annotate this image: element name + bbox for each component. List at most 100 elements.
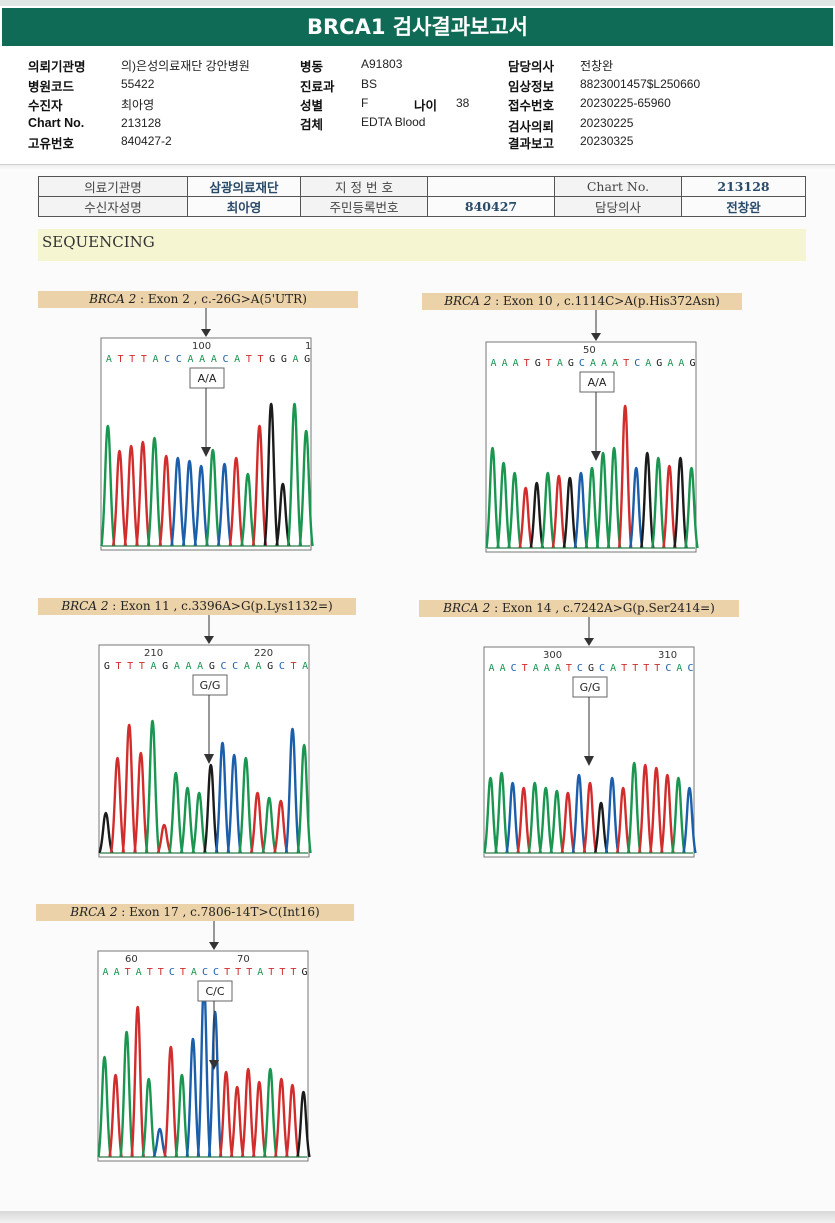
gene-name: BRCA 2 — [444, 294, 492, 308]
trace-peak — [98, 811, 114, 854]
header-value: EDTA Blood — [361, 115, 426, 129]
base-call: A — [544, 663, 550, 674]
base-call: A — [136, 967, 142, 978]
trace-peak — [218, 1070, 234, 1158]
chromatogram-panel: 100 1A T T T A C C A A A C A T T G G A GA/A — [100, 308, 314, 551]
base-call: A — [191, 967, 197, 978]
position-number: 100 — [192, 341, 211, 352]
base-call: T — [632, 663, 638, 674]
base-call: A — [211, 354, 217, 365]
base-call: A — [174, 661, 180, 672]
trace-peak — [263, 1067, 278, 1158]
base-call: A — [678, 358, 684, 369]
trace-peak — [286, 402, 303, 547]
variant-desc: : Exon 10 , c.1114C>A(p.His372Asn) — [491, 294, 720, 308]
trace-peak — [507, 471, 522, 549]
position-number: 220 — [254, 648, 273, 659]
base-call: T — [147, 967, 153, 978]
trace-peak — [551, 474, 567, 549]
header-label: 의뢰기관명 — [28, 60, 86, 74]
info-label: 지 정 번 호 — [300, 176, 428, 197]
base-call: T — [522, 663, 528, 674]
base-call: C — [634, 358, 640, 369]
base-call: A — [500, 663, 506, 674]
base-call: T — [524, 358, 530, 369]
trace-peak — [179, 786, 196, 854]
trace-peak — [174, 1073, 190, 1158]
trace-peak — [158, 454, 174, 547]
base-call: T — [224, 967, 230, 978]
base-call: A — [185, 661, 191, 672]
trace-peak — [617, 404, 633, 549]
trace-peak — [573, 471, 589, 549]
header-value: 20230225-65960 — [580, 96, 671, 110]
base-call: T — [139, 661, 145, 672]
trace-peak — [121, 723, 137, 854]
trace-peak — [505, 781, 520, 854]
trace-peak — [584, 466, 600, 549]
base-call: T — [141, 354, 147, 365]
trace-peak — [141, 1077, 156, 1158]
trace-peak — [298, 429, 314, 547]
trace-peak — [274, 1077, 289, 1158]
chromatogram-panel: 50A A A T G T A G C A A A T C A G A A GA/A — [485, 310, 699, 553]
trace-peak — [660, 773, 675, 854]
header-value: F — [361, 96, 369, 110]
trace-peak — [284, 727, 301, 854]
trace-peak — [185, 1037, 201, 1158]
trace-peak — [263, 402, 279, 547]
info-label: 수신자성명 — [38, 196, 188, 217]
trace-peak — [152, 1127, 167, 1158]
base-call: G — [301, 967, 307, 978]
trace-peak — [170, 456, 186, 547]
position-number: 1 — [305, 341, 311, 352]
trace-peak — [207, 1010, 223, 1158]
trace-peak — [205, 448, 221, 547]
trace-peak — [494, 771, 509, 854]
trace-peak — [604, 776, 620, 854]
info-label: 주민등록번호 — [300, 196, 428, 217]
base-call: T — [127, 661, 133, 672]
trace-peak — [684, 466, 699, 549]
trace-peak — [181, 459, 198, 547]
base-call: T — [643, 663, 649, 674]
trace-peak — [97, 1055, 112, 1158]
chromatogram-panel: 60 70A A T A T T C T A C C T T T A T T T GC/C — [97, 921, 311, 1162]
base-call: C — [687, 663, 693, 674]
trace-peak — [615, 786, 631, 854]
header-label: 결과보고 — [508, 137, 555, 151]
trace-peak — [485, 446, 500, 549]
arrow-head-icon — [591, 451, 601, 461]
base-call: A — [292, 354, 298, 365]
base-call: A — [106, 354, 112, 365]
base-call: T — [125, 967, 131, 978]
base-call: T — [654, 663, 660, 674]
base-call: A — [590, 358, 596, 369]
base-call: G — [689, 358, 695, 369]
base-call: G — [267, 661, 273, 672]
base-call: T — [279, 967, 285, 978]
base-call: A — [491, 358, 497, 369]
genotype-label: C/C — [205, 985, 224, 998]
trace-peak — [156, 823, 172, 854]
base-call: T — [246, 967, 252, 978]
trace-peak — [273, 799, 289, 854]
base-call: C — [202, 967, 208, 978]
base-call: A — [255, 661, 261, 672]
base-call: A — [302, 661, 308, 672]
header-value: 전창완 — [580, 59, 614, 73]
header-label: 검체 — [300, 118, 324, 132]
genotype-label: G/G — [200, 679, 221, 692]
base-call: T — [158, 967, 164, 978]
base-call: C — [169, 967, 175, 978]
trace-peak — [249, 791, 266, 854]
position-number: 310 — [658, 650, 677, 661]
trace-peak — [214, 741, 231, 854]
arrow-head-icon — [591, 333, 601, 341]
position-number: 70 — [237, 954, 250, 965]
trace-peak — [562, 476, 578, 549]
trace-peak — [651, 456, 666, 549]
base-call: T — [623, 358, 629, 369]
trace-peak — [538, 786, 554, 854]
